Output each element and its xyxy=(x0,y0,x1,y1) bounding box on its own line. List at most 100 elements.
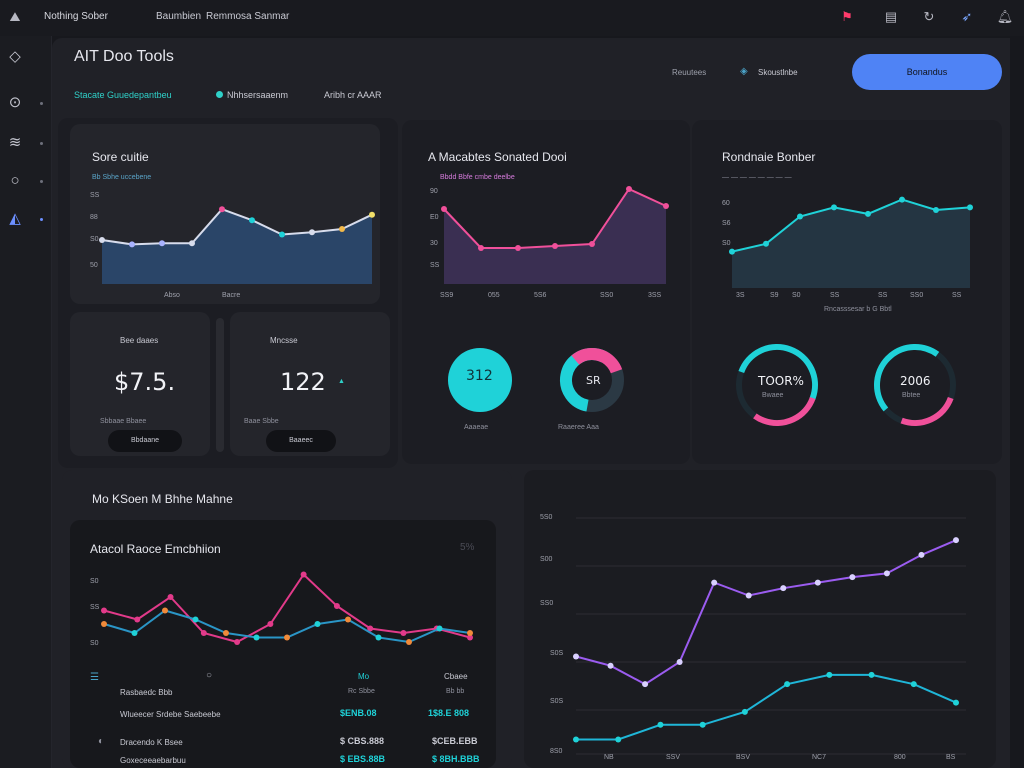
x-tick: S9 xyxy=(770,292,779,299)
card-3-footer: Rncasssesar b G Bbtl xyxy=(824,306,892,313)
kpi-a-button[interactable]: Bbdaane xyxy=(108,430,182,452)
x-tick: SS0 xyxy=(600,292,614,299)
series-b-point xyxy=(657,721,664,728)
series-a-point xyxy=(883,570,890,577)
chart-bottom-left xyxy=(101,571,473,645)
series-a-point xyxy=(642,681,649,688)
donut-3-caption: Bwaee xyxy=(762,392,784,399)
panel-kpi-2 xyxy=(402,120,690,464)
x-tick: Abso xyxy=(164,292,180,299)
series-point xyxy=(515,245,521,251)
settings-icon[interactable]: ◈ xyxy=(740,66,748,77)
menu-icon[interactable]: ☰ xyxy=(90,672,99,683)
donut-2[interactable] xyxy=(556,348,628,412)
chart-icon[interactable]: ◭ xyxy=(9,210,21,227)
tab-2[interactable]: Nhhsersaaenm xyxy=(216,90,288,100)
series-point xyxy=(831,204,837,211)
series-point xyxy=(309,229,315,236)
refresh-icon[interactable]: ↻ xyxy=(923,9,935,24)
series-point xyxy=(159,240,165,247)
table-subheader: Rc Sbbe xyxy=(348,688,375,695)
x-tick: SSV xyxy=(666,754,681,761)
series-a-point xyxy=(745,592,752,599)
donut-4-value: 2006 xyxy=(900,374,931,388)
x-tick: SS xyxy=(830,292,840,299)
series-a-point xyxy=(200,630,207,636)
scrollbar[interactable] xyxy=(216,318,224,452)
series-b-point xyxy=(615,736,622,743)
y-tick: S0 xyxy=(90,578,99,585)
series-a-point xyxy=(849,574,856,581)
app-logo-icon[interactable]: ⛰ xyxy=(9,9,21,24)
x-tick: SS0 xyxy=(910,292,924,299)
series-b-point xyxy=(436,625,443,632)
series-b-point xyxy=(253,634,260,641)
diamond-icon[interactable]: ◇ xyxy=(9,48,21,65)
card-1-title: Sore cuitie xyxy=(92,150,149,164)
series-point xyxy=(478,245,484,251)
alert-icon[interactable]: ⚑ xyxy=(841,9,853,24)
x-tick: 800 xyxy=(894,754,906,761)
ring-icon[interactable]: ○ xyxy=(10,172,20,189)
donut-1-value: 312 xyxy=(466,368,493,384)
series-b-point xyxy=(284,634,290,641)
series-b-point xyxy=(101,621,107,627)
series-point xyxy=(219,206,225,213)
y-tick: S0 xyxy=(90,640,99,647)
series-b-line xyxy=(576,673,957,741)
series-point xyxy=(279,231,285,238)
table-subheader: Bb bb xyxy=(446,688,465,695)
x-tick: BSV xyxy=(736,754,751,761)
series-point xyxy=(626,186,632,192)
series-b-point xyxy=(406,639,412,645)
x-tick: NB xyxy=(604,754,614,761)
x-tick: S0 xyxy=(792,292,801,299)
series-b-point xyxy=(162,607,168,614)
kpi-b-button[interactable]: Baaeec xyxy=(266,430,336,452)
donut-3[interactable] xyxy=(732,340,822,430)
chart-panel xyxy=(70,520,496,768)
card-3-title: Rondnaie Bonber xyxy=(722,150,816,164)
send-icon[interactable]: ➶ xyxy=(961,9,973,24)
user-icon[interactable]: ◐ xyxy=(98,736,105,747)
series-point xyxy=(797,213,803,220)
tab-1[interactable]: Stacate Guuedepantbeu xyxy=(74,90,172,100)
series-point xyxy=(129,241,135,248)
series-a-line xyxy=(103,572,471,644)
series-a-point xyxy=(607,662,614,669)
series-a-point xyxy=(234,639,241,645)
series-point xyxy=(369,211,375,218)
chart-card-2 xyxy=(441,186,669,284)
x-tick: 3S xyxy=(736,292,745,299)
y-tick: 60 xyxy=(722,200,730,207)
donut-2-value: SR xyxy=(586,374,601,387)
donut-3-value: TOOR% xyxy=(758,374,804,388)
x-tick: Bacre xyxy=(222,292,241,299)
section-title: Mo KSoen M Bhhe Mahne xyxy=(92,492,233,506)
series-b-point xyxy=(192,616,199,623)
row-label: Dracendo K Bsee xyxy=(120,738,183,747)
search-icon[interactable]: ○ xyxy=(206,670,213,681)
donut-4[interactable] xyxy=(870,340,960,430)
tab-3[interactable]: Aribh cr AAAR xyxy=(324,90,382,100)
series-b-point xyxy=(131,630,138,636)
table-header-2: Mo xyxy=(358,672,370,681)
y-tick: 5S0 xyxy=(540,514,553,521)
layers-icon[interactable]: ≋ xyxy=(8,134,22,151)
series-b-point xyxy=(573,736,579,743)
bell-icon[interactable]: 🔔︎ xyxy=(996,9,1014,24)
primary-action-button[interactable]: Bonandus xyxy=(852,54,1002,90)
row-label: Goxeceeaebarbuu xyxy=(120,756,186,765)
circle-icon[interactable]: ⊙ xyxy=(8,94,22,111)
y-tick: S6 xyxy=(722,220,731,227)
series-point xyxy=(99,237,105,243)
page-title: AIT Doo Tools xyxy=(74,48,174,65)
series-a-point xyxy=(918,551,925,558)
series-point xyxy=(339,226,345,232)
document-icon[interactable]: ▤ xyxy=(884,9,898,24)
donut-1[interactable] xyxy=(448,348,512,412)
top-link-2[interactable]: Remmosa Sanmar xyxy=(206,11,290,22)
top-link-1[interactable]: Baumbien xyxy=(156,11,202,22)
chart-bottom-right xyxy=(573,517,966,755)
series-b-point xyxy=(699,721,706,728)
